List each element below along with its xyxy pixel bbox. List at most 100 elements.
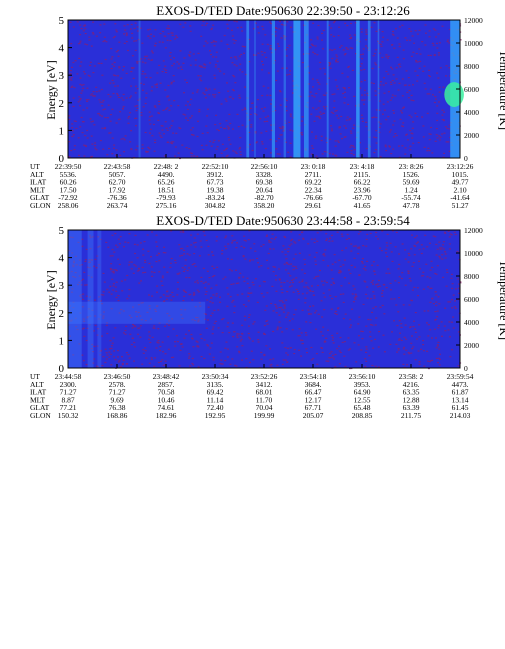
noise-speck <box>411 265 414 267</box>
noise-speck <box>72 264 75 266</box>
noise-speck <box>331 49 334 51</box>
noise-speck <box>131 337 134 339</box>
noise-speck <box>192 294 195 296</box>
noise-speck <box>231 242 233 244</box>
table-cell: -82.70 <box>254 193 274 202</box>
noise-speck <box>261 25 264 27</box>
noise-speck <box>422 340 425 342</box>
noise-speck <box>427 335 430 337</box>
noise-speck <box>448 42 451 44</box>
noise-speck <box>196 289 199 291</box>
noise-speck <box>170 32 173 34</box>
noise-speck <box>234 151 237 153</box>
noise-speck <box>79 98 82 100</box>
noise-speck <box>336 56 339 58</box>
noise-speck <box>121 107 124 109</box>
noise-speck <box>358 247 361 249</box>
noise-speck <box>437 324 440 327</box>
noise-speck <box>242 304 245 306</box>
noise-speck <box>439 353 441 355</box>
noise-speck <box>176 294 179 296</box>
noise-speck <box>428 133 431 135</box>
noise-speck <box>383 284 386 286</box>
noise-speck <box>171 120 174 122</box>
noise-speck <box>149 37 152 39</box>
noise-speck <box>203 93 206 95</box>
table-cell: 22:39:50 <box>55 162 82 171</box>
noise-speck <box>448 124 451 126</box>
noise-speck <box>385 252 387 254</box>
noise-speck <box>120 77 123 79</box>
noise-speck <box>350 22 352 25</box>
noise-speck <box>360 330 363 332</box>
noise-speck <box>331 263 334 265</box>
noise-speck <box>291 238 294 240</box>
noise-speck <box>353 257 356 259</box>
noise-speck <box>243 239 246 241</box>
noise-speck <box>260 108 263 110</box>
noise-speck <box>186 253 189 255</box>
noise-speck <box>386 39 389 41</box>
noise-speck <box>408 89 411 92</box>
noise-speck <box>366 260 369 262</box>
noise-speck <box>86 107 89 109</box>
noise-speck <box>316 284 319 287</box>
noise-speck <box>259 118 262 120</box>
noise-speck <box>150 90 153 92</box>
noise-speck <box>412 100 415 102</box>
noise-speck <box>388 131 391 133</box>
noise-speck <box>111 234 114 236</box>
noise-speck <box>222 278 225 280</box>
noise-speck <box>131 67 134 70</box>
noise-speck <box>442 86 445 88</box>
noise-speck <box>184 114 187 116</box>
noise-speck <box>372 55 375 57</box>
noise-speck <box>125 32 128 34</box>
noise-speck <box>130 71 133 73</box>
noise-speck <box>290 240 293 242</box>
noise-speck <box>448 150 451 152</box>
noise-speck <box>269 248 272 250</box>
noise-speck <box>444 251 446 253</box>
y-tick-label: 5 <box>59 15 65 27</box>
noise-speck <box>423 365 426 367</box>
noise-speck <box>121 364 124 366</box>
noise-speck <box>134 49 137 51</box>
noise-speck <box>151 52 154 54</box>
noise-speck <box>203 45 206 47</box>
noise-speck <box>110 269 112 271</box>
noise-speck <box>294 309 297 311</box>
noise-speck <box>339 46 342 48</box>
noise-speck <box>315 155 318 157</box>
noise-speck <box>215 56 218 58</box>
noise-speck <box>114 286 117 288</box>
noise-speck <box>328 24 331 26</box>
noise-speck <box>284 39 286 41</box>
noise-speck <box>278 300 281 302</box>
noise-speck <box>98 245 101 247</box>
noise-speck <box>158 112 161 114</box>
noise-speck <box>117 361 120 363</box>
noise-speck <box>125 72 128 74</box>
noise-speck <box>373 297 376 299</box>
noise-speck <box>446 39 449 41</box>
noise-speck <box>244 108 247 110</box>
noise-speck <box>188 54 191 56</box>
noise-speck <box>195 340 198 342</box>
noise-speck <box>275 305 278 307</box>
noise-speck <box>373 152 376 154</box>
noise-speck <box>385 287 388 289</box>
noise-speck <box>80 61 83 63</box>
noise-speck <box>411 137 414 139</box>
noise-speck <box>82 318 85 320</box>
noise-speck <box>275 140 278 142</box>
noise-speck <box>257 339 260 341</box>
noise-speck <box>269 348 271 350</box>
noise-speck <box>245 73 248 76</box>
noise-speck <box>267 267 270 269</box>
noise-speck <box>458 292 461 294</box>
noise-speck <box>435 318 437 320</box>
noise-speck <box>329 357 332 359</box>
noise-speck <box>343 54 346 56</box>
noise-speck <box>322 292 325 294</box>
